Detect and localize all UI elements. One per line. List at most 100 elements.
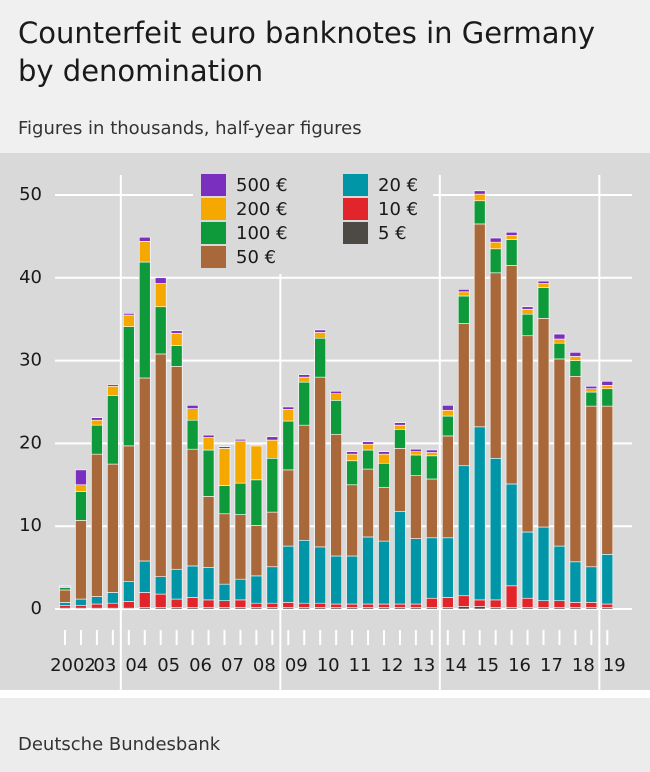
x-tick-label: 09: [285, 655, 308, 676]
chart-title: Counterfeit euro banknotes in Germany: [18, 16, 595, 50]
bar-segment: [378, 462, 390, 488]
bar-segment: [154, 593, 167, 608]
footer-background: [0, 698, 650, 772]
bar-segment: [59, 602, 71, 606]
bar-segment: [170, 345, 183, 367]
bar-segment: [569, 351, 582, 357]
bar-segment: [154, 306, 167, 355]
x-tick-label: 2002: [50, 655, 96, 676]
bar-segment: [569, 356, 582, 361]
bar-segment: [441, 415, 454, 437]
bar-segment: [426, 455, 438, 480]
bar-segment: [410, 603, 422, 608]
bar-segment: [138, 592, 151, 608]
bar-segment: [186, 419, 199, 450]
bar-segment: [521, 306, 534, 310]
bar-segment: [218, 448, 231, 486]
source: Deutsche Bundesbank: [18, 734, 221, 755]
bar-segment: [298, 602, 311, 608]
legend-label: 5 €: [378, 223, 407, 244]
legend-swatch: [201, 222, 226, 244]
bar-segment: [123, 326, 135, 447]
bar-segment: [601, 388, 614, 407]
y-tick-label: 30: [19, 350, 42, 371]
bar-segment: [410, 451, 422, 456]
bar-segment: [394, 448, 406, 512]
legend-swatch: [343, 222, 368, 244]
y-tick-label: 0: [31, 598, 42, 619]
bar-segment: [59, 587, 71, 591]
bar-segment: [91, 419, 103, 426]
bar-segment: [250, 445, 263, 481]
bar-segment: [553, 600, 566, 608]
bar-segment: [154, 353, 167, 578]
bar-segment: [234, 438, 247, 442]
bar-segment: [489, 599, 502, 608]
bar-segment: [473, 223, 486, 428]
x-tick-label: 04: [125, 655, 148, 676]
bar-segment: [330, 390, 342, 394]
bar-segment: [457, 289, 470, 293]
bar-segment: [202, 599, 215, 608]
bar-segment: [362, 603, 374, 608]
bar-segment: [330, 603, 342, 608]
bar-segment: [521, 531, 534, 599]
bar-segment: [250, 602, 263, 608]
legend-label: 100 €: [236, 223, 288, 244]
bar-segment: [138, 261, 151, 379]
bar-segment: [59, 589, 71, 603]
bar-segment: [75, 491, 87, 521]
bar-segment: [346, 484, 358, 557]
bar-segment: [537, 280, 550, 284]
bar-segment: [298, 424, 311, 541]
bar-segment: [314, 337, 327, 378]
bar-segment: [457, 291, 470, 297]
bar-segment: [202, 449, 215, 497]
bar-segment: [505, 585, 518, 608]
bar-segment: [362, 443, 374, 451]
bar-segment: [521, 313, 534, 337]
x-tick-label: 08: [253, 655, 276, 676]
bar-segment: [537, 283, 550, 289]
bar-segment: [505, 483, 518, 587]
bar-segment: [346, 451, 358, 455]
bar-segment: [91, 417, 103, 421]
bar-segment: [426, 449, 438, 453]
bar-segment: [553, 545, 566, 602]
bar-segment: [75, 520, 87, 600]
bar-segment: [585, 566, 598, 603]
bar-segment: [569, 561, 582, 603]
bar-segment: [218, 485, 231, 515]
bar-segment: [553, 338, 566, 344]
bar-segment: [202, 496, 215, 568]
bar-segment: [123, 581, 135, 602]
bar-segment: [410, 475, 422, 539]
bar-segment: [250, 479, 263, 526]
bar-segment: [346, 603, 358, 608]
bar-segment: [138, 241, 151, 263]
bar-segment: [537, 600, 550, 608]
y-tick-label: 20: [19, 432, 42, 453]
bar-segment: [346, 460, 358, 486]
bar-segment: [394, 429, 406, 449]
bar-segment: [91, 424, 103, 455]
bar-segment: [553, 333, 566, 340]
bar-segment: [59, 585, 71, 587]
legend-swatch: [343, 198, 368, 220]
bar-segment: [59, 605, 71, 609]
bar-segment: [298, 376, 311, 383]
y-tick-label: 10: [19, 515, 42, 536]
bar-segment: [186, 565, 199, 598]
x-tick-label: 18: [572, 655, 595, 676]
bar-segment: [298, 374, 311, 378]
bar-segment: [426, 452, 438, 457]
bar-segment: [282, 409, 295, 422]
bar-segment: [441, 409, 454, 417]
bar-segment: [123, 601, 135, 609]
bar-segment: [553, 342, 566, 360]
legend-label: 500 €: [236, 175, 288, 196]
bar-segment: [473, 426, 486, 601]
bar-segment: [170, 598, 183, 608]
bar-segment: [426, 597, 438, 608]
bar-segment: [537, 287, 550, 319]
